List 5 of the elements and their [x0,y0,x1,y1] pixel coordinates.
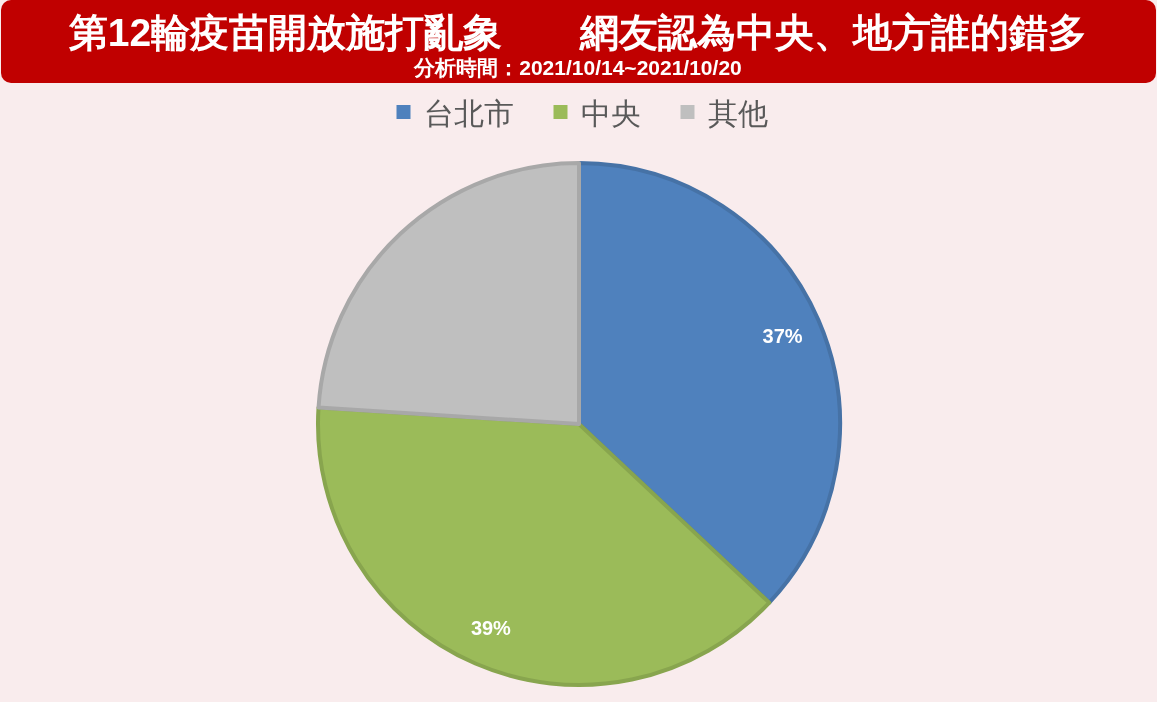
legend-label: 其他 [707,97,768,130]
title: 第12輪疫苗開放施打亂象 網友認為中央、地方誰的錯多 [68,11,1088,54]
legend-label: 台北市 [423,97,514,130]
legend-label: 中央 [580,97,641,130]
subtitle: 分析時間：2021/10/14~2021/10/20 [414,56,742,79]
